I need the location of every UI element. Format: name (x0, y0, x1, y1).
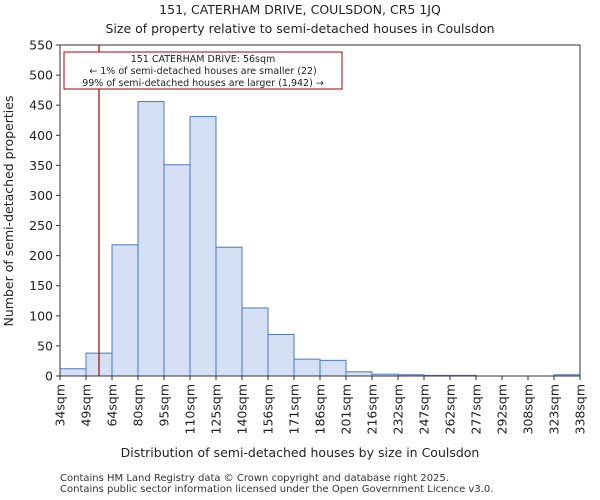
x-axis-label: Distribution of semi-detached houses by … (121, 445, 480, 460)
y-tick-label: 300 (29, 188, 53, 203)
y-tick-label: 400 (29, 128, 53, 143)
y-tick-label: 200 (29, 248, 53, 263)
x-tick-label: 80sqm (131, 384, 146, 427)
bars-group (59, 101, 581, 377)
plot-frame (59, 44, 581, 377)
x-tick-label: 95sqm (157, 384, 172, 427)
y-tick-label: 100 (29, 308, 53, 323)
x-tick-label: 308sqm (521, 384, 536, 434)
x-tick-label: 34sqm (53, 384, 68, 427)
bar-140sqm (241, 307, 269, 377)
annotation-line-2: ← 1% of semi-detached houses are smaller… (89, 66, 317, 77)
x-tick-label: 110sqm (183, 384, 198, 434)
x-ticks-group: 34sqm 49sqm 64sqm 80sqm 95sqm 110sqm 125sqm 140… (53, 376, 588, 434)
x-tick-label: 140sqm (235, 384, 250, 434)
y-ticks-group: 0 50 100 150 200 250 300 350 400 450 500 550 (29, 38, 60, 384)
y-tick-label: 350 (29, 158, 53, 173)
bar-95sqm (163, 164, 191, 377)
x-tick-label: 125sqm (209, 384, 224, 434)
bar-171sqm (293, 358, 321, 377)
x-tick-label: 216sqm (365, 384, 380, 434)
bar-201sqm (345, 371, 373, 377)
x-tick-label: 232sqm (391, 384, 406, 434)
chart-subtitle: Size of property relative to semi-detach… (105, 21, 494, 36)
x-tick-label: 186sqm (313, 384, 328, 434)
y-axis-label: Number of semi-detached properties (1, 96, 16, 327)
y-tick-label: 450 (29, 98, 53, 113)
x-tick-label: 201sqm (339, 384, 354, 434)
bar-80sqm (137, 101, 165, 377)
annotation-line-3: 99% of semi-detached houses are larger (… (82, 78, 324, 89)
x-tick-label: 262sqm (443, 384, 458, 434)
chart-title: 151, CATERHAM DRIVE, COULSDON, CR5 1JQ (159, 2, 441, 17)
y-tick-label: 500 (29, 68, 53, 83)
annotation-line-1: 151 CATERHAM DRIVE: 56sqm (131, 54, 276, 65)
x-tick-label: 323sqm (547, 384, 562, 434)
bar-110sqm (189, 116, 217, 377)
histogram-chart: 151, CATERHAM DRIVE, COULSDON, CR5 1JQ S… (1, 2, 588, 460)
footer-line-2: Contains public sector information licen… (60, 484, 494, 495)
footer-line-1: Contains HM Land Registry data © Crown c… (60, 473, 449, 484)
bar-34sqm (59, 368, 87, 377)
x-tick-label: 338sqm (573, 384, 588, 434)
bar-186sqm (319, 359, 347, 377)
bar-125sqm (215, 246, 243, 377)
y-tick-label: 550 (29, 38, 53, 53)
x-tick-label: 64sqm (105, 384, 120, 427)
bar-156sqm (267, 333, 295, 377)
y-tick-label: 150 (29, 278, 53, 293)
bar-64sqm (111, 244, 139, 377)
x-tick-label: 49sqm (79, 384, 94, 427)
annotation-box (63, 51, 343, 90)
x-tick-label: 171sqm (287, 384, 302, 434)
x-tick-label: 247sqm (417, 384, 432, 434)
y-tick-label: 50 (37, 338, 53, 353)
y-tick-label: 0 (45, 369, 53, 384)
y-tick-label: 250 (29, 218, 53, 233)
x-tick-label: 277sqm (469, 384, 484, 434)
x-tick-label: 156sqm (261, 384, 276, 434)
x-tick-label: 292sqm (495, 384, 510, 434)
